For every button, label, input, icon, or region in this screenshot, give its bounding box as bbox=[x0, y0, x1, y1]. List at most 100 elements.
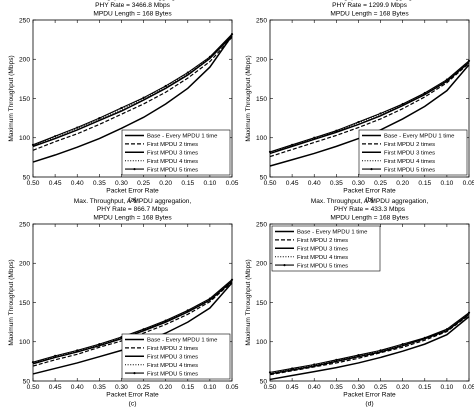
chart-title-line: Max. Throughput, A-MPDU aggregation, bbox=[74, 0, 192, 1]
x-tick-label: 0.20 bbox=[396, 384, 409, 391]
x-tick-label: 0.20 bbox=[396, 180, 409, 187]
x-tick-label: 0.45 bbox=[286, 384, 299, 391]
y-tick-label: 250 bbox=[19, 17, 30, 24]
x-tick-label: 0.20 bbox=[159, 384, 172, 391]
chart-title-line: PHY Rate = 3466.8 Mbps bbox=[95, 2, 171, 9]
legend-entry-label: First MPDU 2 times bbox=[384, 142, 435, 148]
legend-entry-label: First MPDU 4 times bbox=[384, 159, 435, 165]
x-tick-label: 0.25 bbox=[374, 180, 387, 187]
y-axis-label: Maximum Throughput (Mbps) bbox=[8, 55, 15, 141]
legend-marker-sample bbox=[370, 168, 373, 171]
y-tick-label: 250 bbox=[256, 221, 267, 228]
x-tick-label: 0.05 bbox=[463, 384, 474, 391]
series-line-2 bbox=[269, 62, 470, 158]
series-point-5 bbox=[357, 120, 360, 124]
y-tick-label: 200 bbox=[256, 57, 267, 64]
chart-panel-b: Max. Throughput, A-MPDU aggregation,PHY … bbox=[237, 0, 474, 204]
legend-marker-sample bbox=[133, 372, 136, 375]
x-tick-label: 0.15 bbox=[181, 180, 194, 187]
legend-entry-label: First MPDU 3 times bbox=[384, 151, 435, 157]
series-point-5 bbox=[401, 102, 404, 106]
chart-title-line: Max. Throughput, A-MPDU aggregation, bbox=[311, 0, 429, 1]
x-axis-label: Packet Error Rate bbox=[343, 392, 396, 399]
x-tick-label: 0.05 bbox=[463, 180, 474, 187]
legend-entry-label: Base - Every MPDU 1 time bbox=[147, 338, 218, 344]
x-tick-label: 0.45 bbox=[49, 180, 62, 187]
chart-panel-d: Max. Throughput, A-MPDU aggregation, PHY … bbox=[237, 198, 474, 408]
series-line-5 bbox=[269, 312, 470, 373]
series-line-5 bbox=[32, 33, 233, 146]
x-axis-label: Packet Error Rate bbox=[343, 188, 396, 195]
x-tick-label: 0.35 bbox=[93, 384, 106, 391]
series-point-5 bbox=[445, 78, 448, 81]
chart-title-line: MPDU Length = 168 Bytes bbox=[93, 10, 172, 17]
legend-entry-label: First MPDU 3 times bbox=[297, 247, 348, 253]
panel-label: (d) bbox=[365, 401, 373, 408]
chart-d-svg: Max. Throughput, A-MPDU aggregation,PHY … bbox=[245, 198, 474, 408]
x-tick-label: 0.40 bbox=[71, 384, 84, 391]
x-tick-label: 0.30 bbox=[115, 180, 128, 187]
series-point-5 bbox=[423, 91, 426, 95]
series-line-4 bbox=[32, 280, 233, 364]
legend-marker-sample bbox=[283, 264, 286, 267]
y-tick-label: 250 bbox=[256, 17, 267, 24]
x-tick-label: 0.10 bbox=[203, 384, 216, 391]
series-point-5 bbox=[379, 112, 382, 115]
legend-entry-label: First MPDU 5 times bbox=[147, 371, 198, 377]
series-point-5 bbox=[31, 143, 35, 146]
chart-title-line: Max. Throughput, A-MPDU aggregation, bbox=[311, 198, 429, 205]
x-tick-label: 0.15 bbox=[418, 180, 431, 187]
legend-entry-label: Base - Every MPDU 1 time bbox=[147, 134, 218, 140]
series-line-1 bbox=[269, 316, 470, 381]
series-point-5 bbox=[31, 361, 35, 364]
y-tick-label: 150 bbox=[256, 300, 267, 307]
series-point-5 bbox=[98, 343, 101, 346]
x-tick-label: 0.25 bbox=[374, 384, 387, 391]
chart-title-line: Max. Throughput, A-MPDU aggregation, bbox=[74, 198, 192, 205]
series-point-5 bbox=[120, 106, 123, 110]
series-point-5 bbox=[335, 129, 338, 132]
legend-entry-label: First MPDU 4 times bbox=[297, 255, 348, 261]
x-tick-label: 0.40 bbox=[308, 384, 321, 391]
series-point-5 bbox=[357, 353, 360, 357]
y-tick-label: 200 bbox=[19, 57, 30, 64]
y-tick-label: 200 bbox=[19, 261, 30, 268]
y-tick-label: 50 bbox=[23, 174, 31, 181]
y-tick-label: 150 bbox=[19, 96, 30, 103]
series-point-5 bbox=[54, 135, 57, 138]
chart-panel-a: Max. Throughput, A-MPDU aggregation,PHY … bbox=[0, 0, 239, 204]
series-point-5 bbox=[445, 328, 448, 331]
x-tick-label: 0.40 bbox=[71, 180, 84, 187]
series-point-5 bbox=[401, 343, 404, 346]
series-line-3 bbox=[269, 61, 470, 155]
x-tick-label: 0.30 bbox=[352, 180, 365, 187]
series-point-5 bbox=[186, 71, 189, 74]
y-tick-label: 100 bbox=[256, 339, 267, 346]
y-tick-label: 50 bbox=[260, 378, 268, 385]
legend-entry-label: First MPDU 5 times bbox=[297, 263, 348, 269]
series-point-5 bbox=[98, 117, 101, 120]
series-point-5 bbox=[230, 33, 234, 36]
series-point-5 bbox=[142, 328, 145, 331]
panel-label: (c) bbox=[129, 401, 137, 408]
x-tick-label: 0.10 bbox=[440, 384, 453, 391]
series-point-5 bbox=[313, 136, 316, 139]
series-point-5 bbox=[54, 354, 57, 357]
x-tick-label: 0.35 bbox=[330, 384, 343, 391]
series-point-5 bbox=[268, 371, 272, 374]
series-line-3 bbox=[32, 35, 233, 148]
series-point-5 bbox=[186, 309, 189, 312]
series-point-5 bbox=[313, 363, 316, 366]
x-tick-label: 0.50 bbox=[27, 180, 40, 187]
x-tick-label: 0.25 bbox=[137, 384, 150, 391]
legend-entry-label: Base - Every MPDU 1 time bbox=[297, 230, 368, 236]
chart-title-line: PHY Rate = 1299.9 Mbps bbox=[332, 2, 408, 9]
y-tick-label: 100 bbox=[256, 135, 267, 142]
panel-label: (a) bbox=[128, 197, 136, 204]
x-tick-label: 0.50 bbox=[264, 180, 277, 187]
series-line-3 bbox=[269, 313, 470, 375]
x-tick-label: 0.25 bbox=[137, 180, 150, 187]
legend-box bbox=[271, 225, 381, 272]
y-tick-label: 100 bbox=[19, 135, 30, 142]
x-tick-label: 0.50 bbox=[264, 384, 277, 391]
